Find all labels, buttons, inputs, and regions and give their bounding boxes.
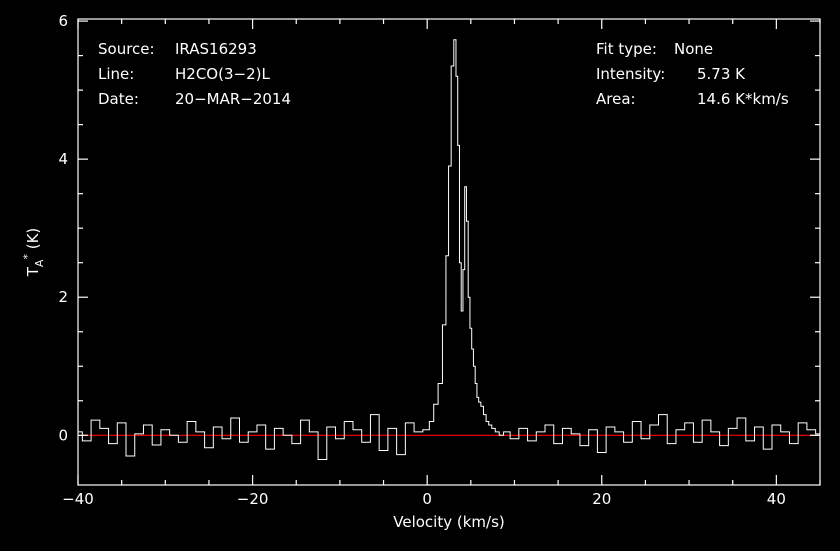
x-tick-label: 40 [767, 490, 786, 508]
x-tick-label: 0 [422, 490, 432, 508]
y-axis-label-sub: A [33, 259, 46, 267]
x-tick-label: −20 [237, 490, 269, 508]
plot-frame [77, 18, 821, 486]
fit-type-label: Fit type: [596, 40, 657, 58]
x-tick-label: 20 [592, 490, 611, 508]
area-label: Area: [596, 90, 636, 108]
date-value: 20−MAR−2014 [175, 90, 291, 108]
intensity-label: Intensity: [596, 65, 665, 83]
y-tick-label: 0 [58, 426, 68, 444]
source-label: Source: [98, 40, 155, 58]
intensity-value: 5.73 K [697, 65, 746, 83]
date-label: Date: [98, 90, 139, 108]
info-box-right: Fit type: None Intensity: 5.73 K Area: 1… [596, 40, 789, 108]
info-box-left: Source: IRAS16293 Line: H2CO(3−2)L Date:… [98, 40, 291, 108]
fit-type-value: None [674, 40, 713, 58]
y-tick-label: 4 [58, 150, 68, 168]
area-value: 14.6 K*km/s [697, 90, 789, 108]
y-tick-label: 6 [58, 12, 68, 30]
line-value: H2CO(3−2)L [175, 65, 270, 83]
source-value: IRAS16293 [175, 40, 257, 58]
x-axis-label: Velocity (km/s) [393, 513, 504, 531]
plot-content [78, 39, 820, 460]
ticks-layer: −40 −20 0 20 40 0 2 4 6 [58, 12, 821, 508]
y-axis-label-unit: (K) [24, 228, 42, 254]
y-tick-label: 2 [58, 288, 68, 306]
spectrum-series-0 [78, 39, 820, 460]
y-axis-label-main: T [24, 266, 42, 277]
line-label: Line: [98, 65, 134, 83]
y-axis-label: TA* (K) [21, 228, 46, 278]
x-tick-label: −40 [62, 490, 94, 508]
y-axis-label-sup: * [21, 254, 34, 260]
